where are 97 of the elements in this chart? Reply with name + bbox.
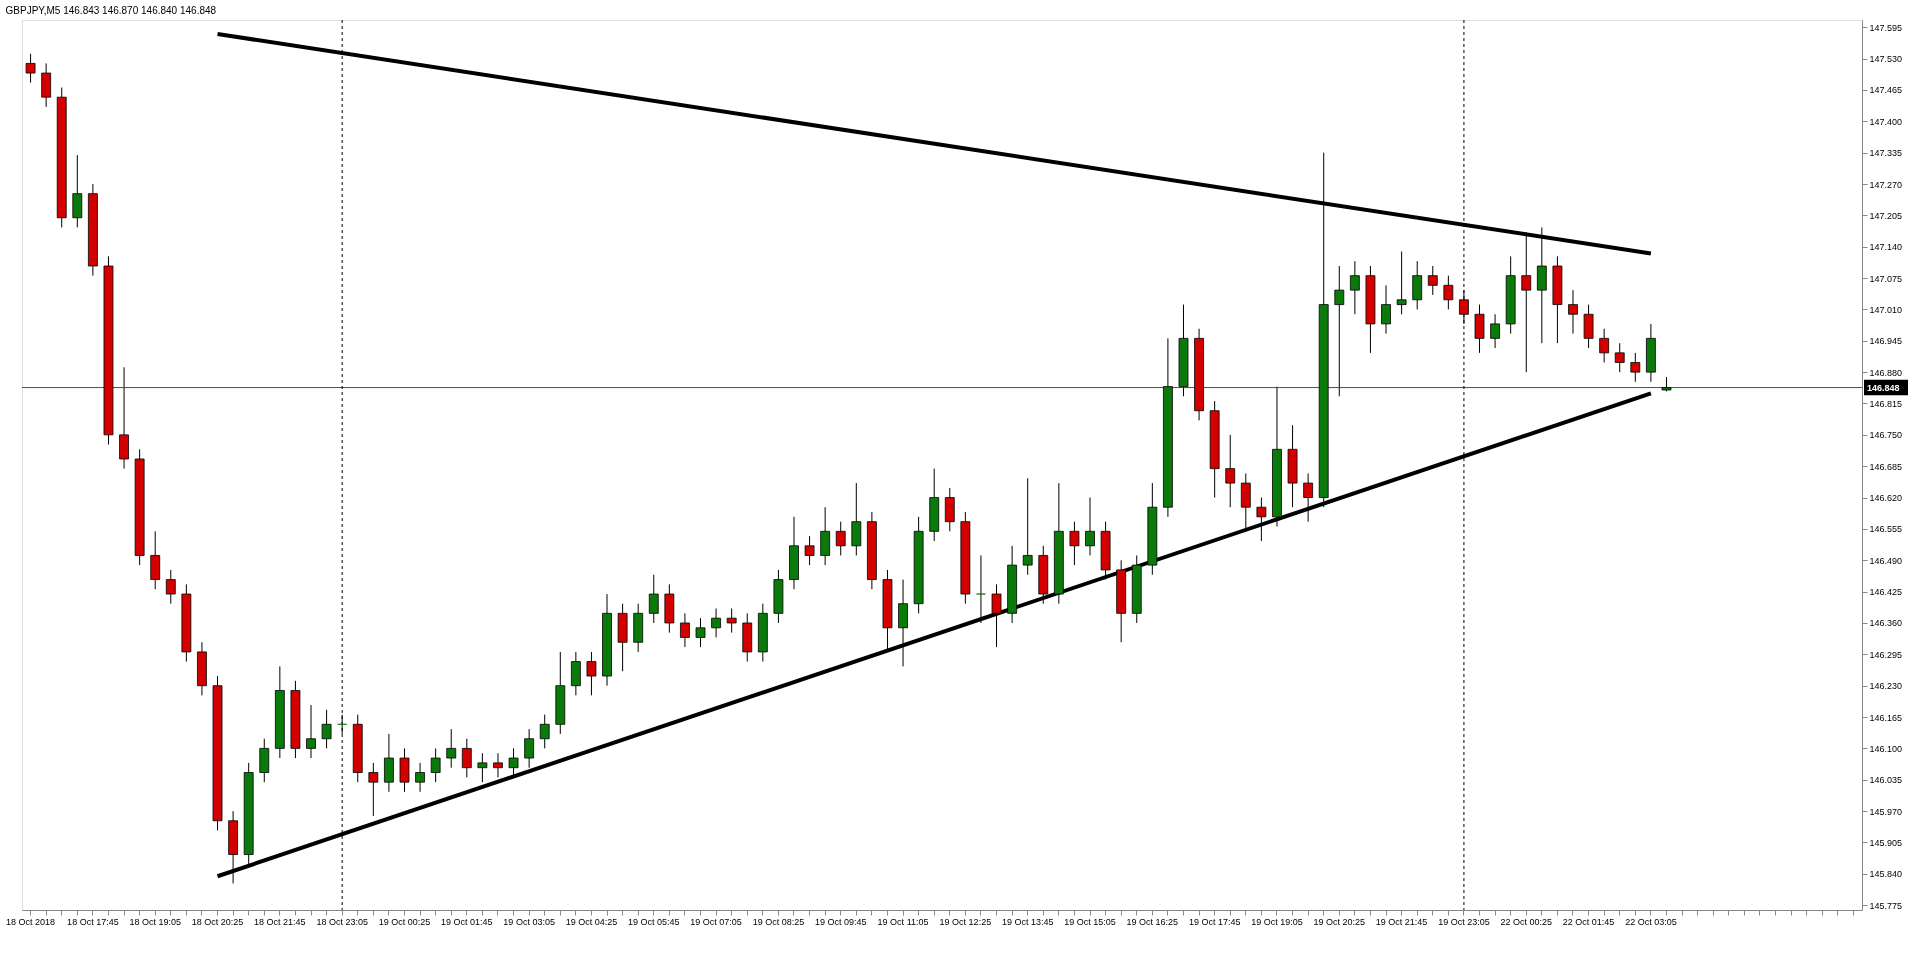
- y-tick-label: 146.555: [1869, 524, 1903, 535]
- candlestick: [539, 714, 550, 749]
- candlestick: [711, 608, 721, 638]
- y-tick-label: 146.100: [1869, 743, 1903, 754]
- y-tick-label: 146.750: [1869, 430, 1903, 441]
- y-tick-label: 146.360: [1869, 618, 1903, 629]
- x-tick-label: 18 Oct 2018: [6, 916, 56, 927]
- candlestick: [306, 704, 316, 759]
- x-tick-label: 19 Oct 07:05: [690, 916, 742, 927]
- y-tick-label: 145.775: [1869, 900, 1903, 911]
- y-tick-label: 146.620: [1869, 493, 1903, 504]
- candlestick: [446, 728, 457, 769]
- candlestick: [165, 569, 176, 605]
- candlestick: [1022, 477, 1033, 576]
- x-tick-label: 19 Oct 11:05: [877, 916, 929, 927]
- candlestick: [415, 762, 425, 793]
- y-tick-label: 147.140: [1869, 242, 1903, 253]
- x-tick-label: 18 Oct 21:45: [254, 916, 306, 927]
- x-tick-label: 19 Oct 01:45: [441, 916, 493, 927]
- x-tick-label: 22 Oct 01:45: [1562, 916, 1615, 927]
- candlestick: [321, 709, 332, 749]
- candlestick: [1396, 251, 1407, 315]
- candlestick: [835, 521, 846, 556]
- x-tick-label: 19 Oct 13:45: [1001, 916, 1054, 927]
- candlestick: [648, 574, 659, 624]
- candlestick: [804, 535, 815, 566]
- y-tick-label: 147.530: [1869, 54, 1903, 65]
- y-tick-label: 147.335: [1869, 148, 1903, 159]
- candlestick: [726, 608, 737, 634]
- x-tick-label: 18 Oct 17:45: [67, 916, 119, 927]
- candlestick: [1443, 275, 1454, 310]
- x-tick-label: 18 Oct 19:05: [129, 916, 181, 927]
- candlestick: [430, 747, 441, 783]
- candlestick: [461, 738, 472, 778]
- candlestick: [1599, 328, 1610, 363]
- x-tick-label: 22 Oct 00:25: [1500, 916, 1553, 927]
- candlestick: [991, 583, 1002, 648]
- candlestick: [1069, 521, 1080, 566]
- candlestick: [586, 651, 597, 696]
- x-tick-label: 19 Oct 15:05: [1064, 916, 1116, 927]
- y-tick-label: 146.685: [1869, 461, 1903, 472]
- y-tick-label: 146.295: [1869, 649, 1903, 660]
- y-tick-label: 146.815: [1869, 399, 1903, 409]
- candlestick: [524, 728, 535, 769]
- x-tick-label: 19 Oct 19:05: [1251, 916, 1303, 927]
- y-tick-label: 147.270: [1869, 179, 1903, 190]
- x-tick-label: 19 Oct 03:05: [503, 916, 555, 927]
- y-tick-label: 146.035: [1869, 775, 1903, 786]
- candlestick: [695, 617, 706, 648]
- y-tick-label: 145.840: [1869, 869, 1903, 880]
- y-tick-label: 147.465: [1869, 85, 1903, 96]
- x-tick-label: 19 Oct 16:25: [1126, 916, 1179, 927]
- y-tick-label: 146.880: [1869, 367, 1903, 378]
- candlestick: [1085, 497, 1095, 556]
- y-tick-label: 146.490: [1869, 555, 1903, 566]
- candlestick: [1490, 313, 1500, 349]
- candlestick: [25, 53, 36, 84]
- x-tick-label: 19 Oct 05:45: [628, 916, 680, 927]
- y-tick-label: 147.075: [1869, 273, 1903, 284]
- y-tick-label: 145.970: [1869, 806, 1903, 817]
- y-tick-label: 146.165: [1869, 712, 1903, 723]
- x-tick-label: 19 Oct 12:25: [939, 916, 992, 927]
- candlestick: [1349, 260, 1360, 315]
- candlestick: [1381, 284, 1391, 335]
- y-tick-label: 146.230: [1869, 681, 1903, 692]
- candlestick: [1256, 497, 1267, 542]
- candlestick: [368, 762, 379, 817]
- x-tick-label: 19 Oct 09:45: [814, 916, 867, 927]
- y-tick-label: 146.945: [1869, 336, 1903, 347]
- candlestick: [1225, 434, 1236, 508]
- y-tick-label: 145.905: [1869, 837, 1903, 848]
- candlestick: [477, 752, 488, 783]
- x-tick-label: 19 Oct 08:25: [752, 916, 805, 927]
- ref-line-label: 146.848: [1867, 382, 1900, 393]
- candlestick: [680, 612, 690, 648]
- candlestick: [1303, 472, 1314, 523]
- candlestick: [1427, 265, 1438, 296]
- candlestick: [976, 554, 986, 624]
- x-tick-label: 18 Oct 20:25: [191, 916, 244, 927]
- x-tick-label: 19 Oct 04:25: [565, 916, 618, 927]
- x-tick-label: 19 Oct 17:45: [1188, 916, 1241, 927]
- x-tick-label: 19 Oct 00:25: [378, 916, 431, 927]
- candlestick: [1614, 342, 1625, 373]
- x-tick-label: 18 Oct 23:05: [316, 916, 368, 927]
- x-tick-label: 22 Oct 03:05: [1625, 916, 1677, 927]
- candlestick: [493, 752, 503, 778]
- candlestick: [1568, 289, 1578, 335]
- x-tick-label: 19 Oct 21:45: [1375, 916, 1428, 927]
- chart-title: GBPJPY,M5 146.843 146.870 146.840 146.848: [5, 4, 217, 16]
- candlestick: [1630, 352, 1641, 383]
- y-tick-label: 147.400: [1869, 116, 1903, 127]
- y-tick-label: 146.425: [1869, 587, 1903, 598]
- y-tick-label: 147.205: [1869, 210, 1903, 221]
- y-tick-label: 147.595: [1869, 22, 1903, 33]
- x-tick-label: 19 Oct 23:05: [1438, 916, 1490, 927]
- y-tick-label: 147.010: [1869, 304, 1903, 315]
- x-tick-label: 19 Oct 20:25: [1313, 916, 1366, 927]
